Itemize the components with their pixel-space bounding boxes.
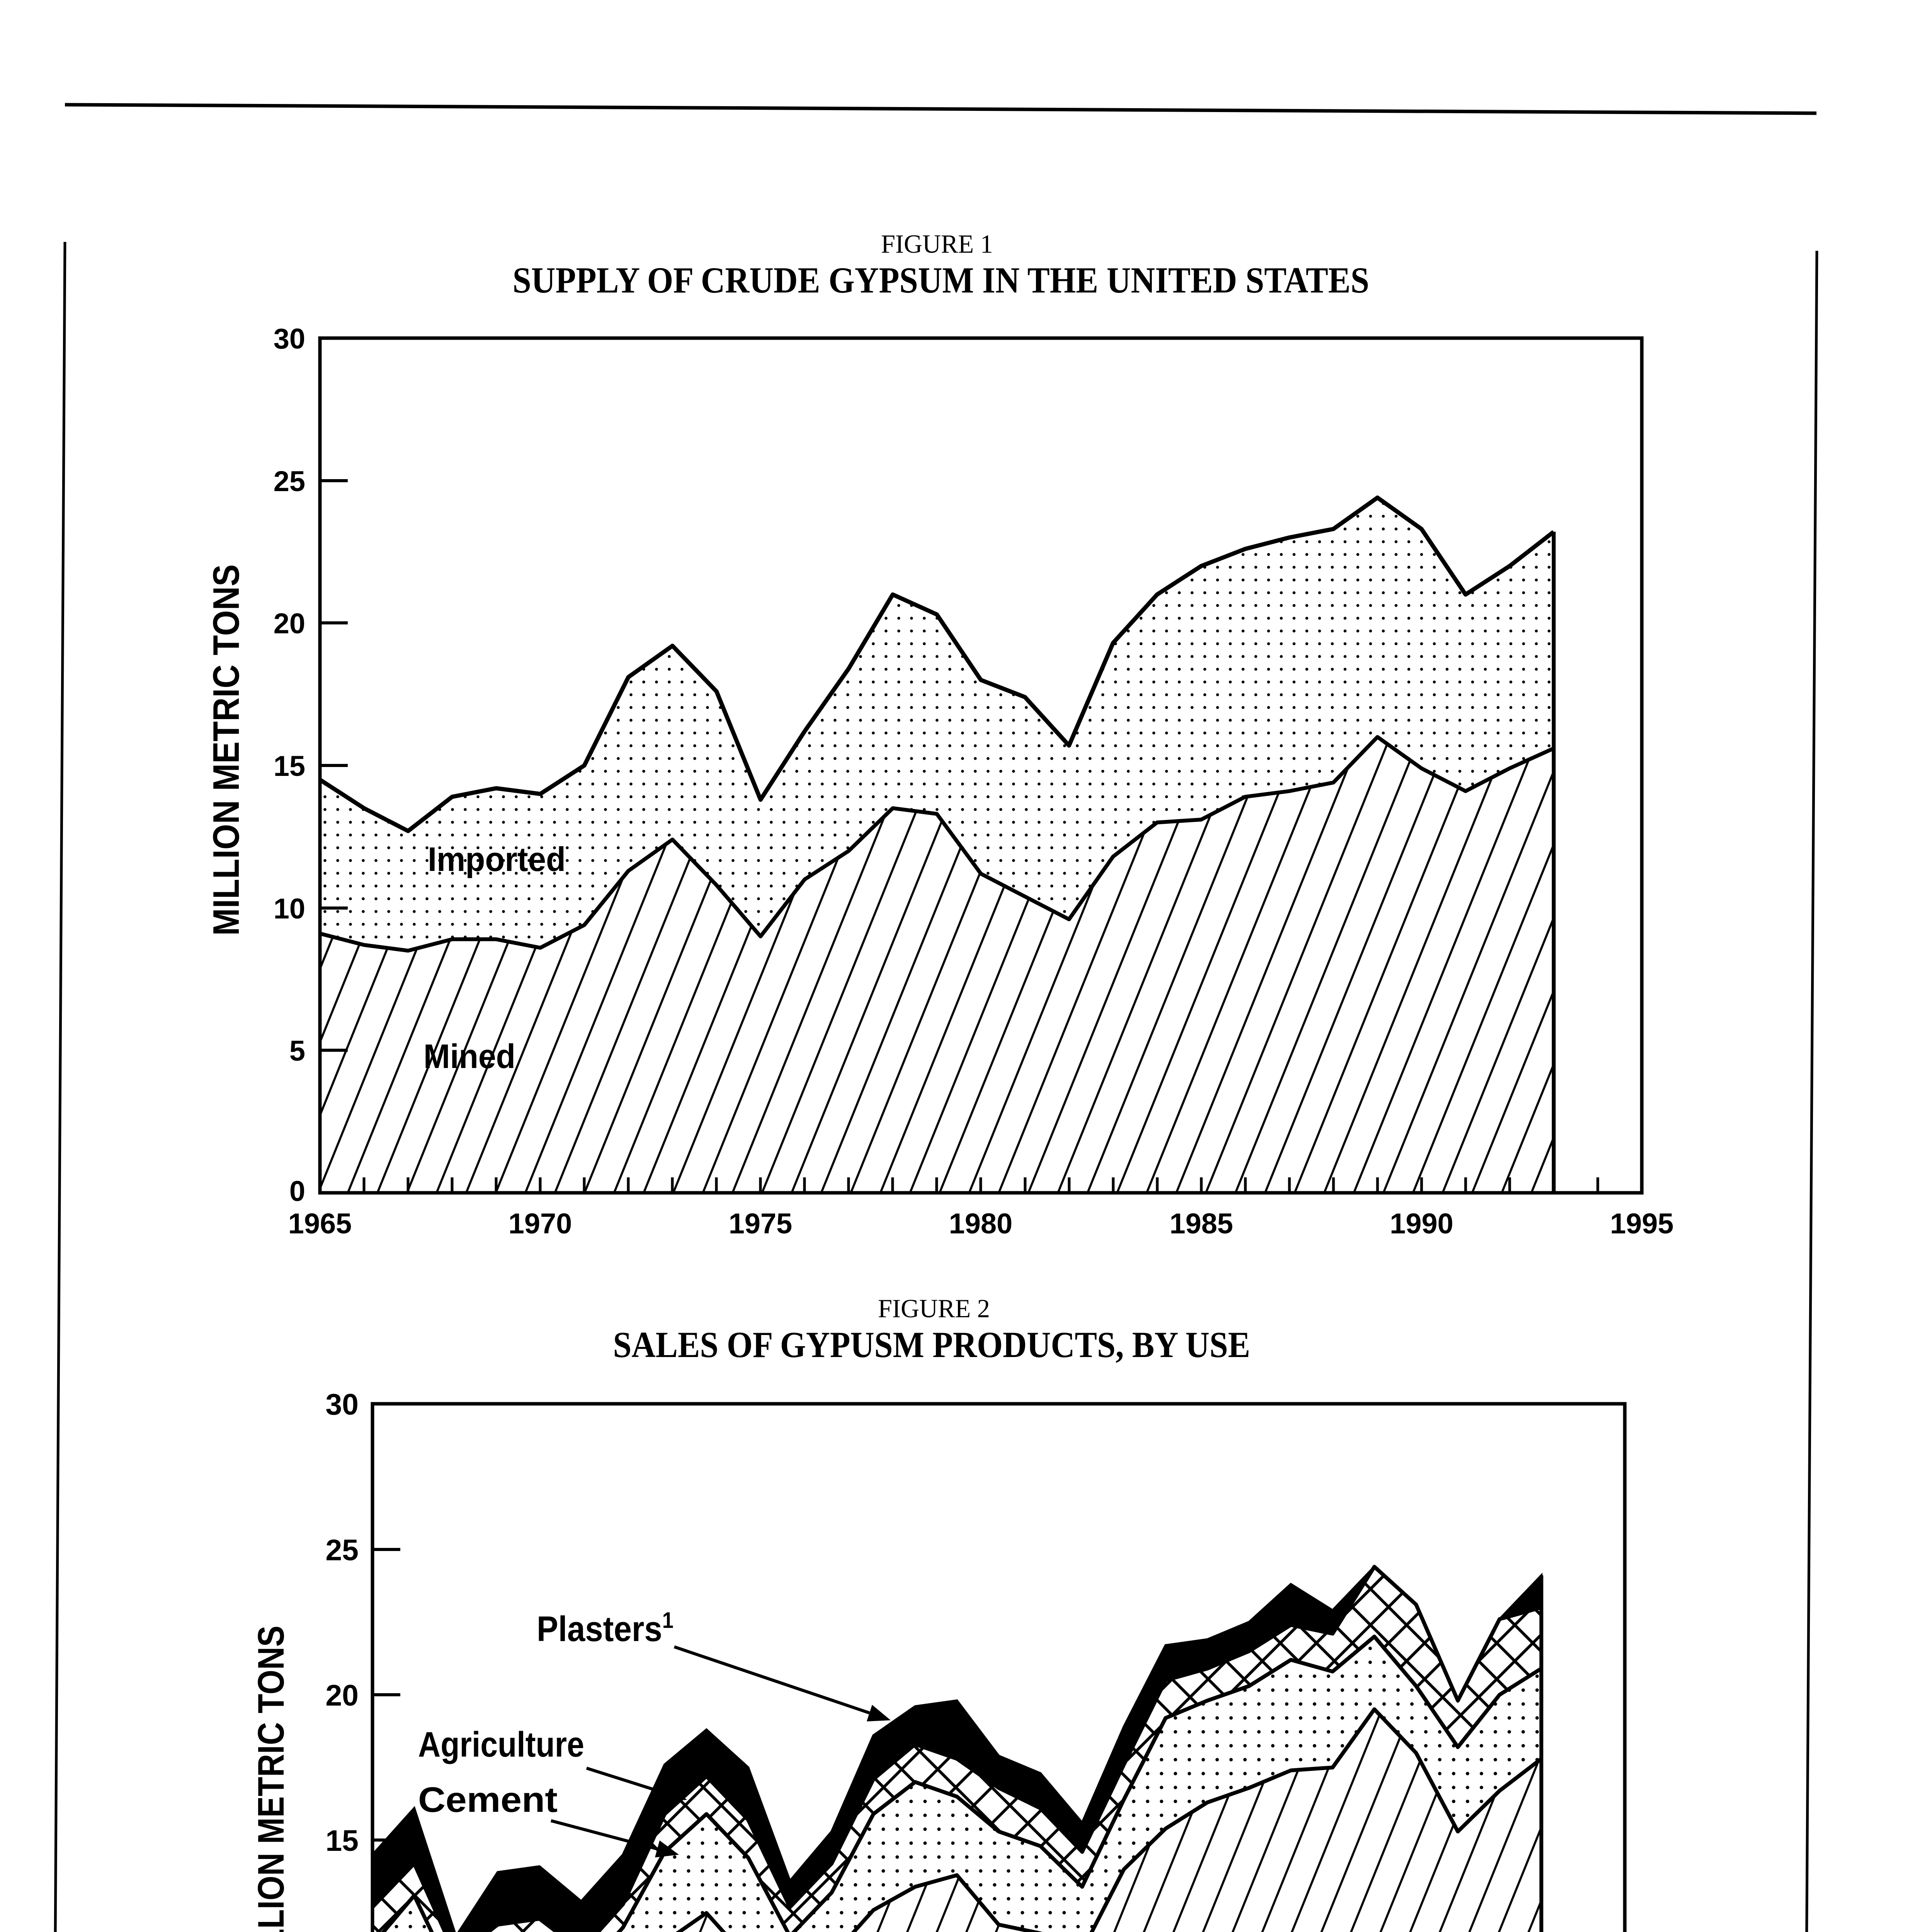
svg-text:15: 15 — [325, 1824, 359, 1857]
svg-text:Cement: Cement — [418, 1780, 558, 1820]
svg-text:Agriculture: Agriculture — [418, 1725, 584, 1764]
svg-text:15: 15 — [274, 750, 305, 782]
svg-text:SALES OF GYPUSM PRODUCTS, BY U: SALES OF GYPUSM PRODUCTS, BY USE — [613, 1324, 1250, 1365]
svg-text:0: 0 — [289, 1175, 305, 1207]
svg-text:1990: 1990 — [1390, 1208, 1454, 1240]
svg-text:1970: 1970 — [509, 1208, 572, 1240]
svg-text:25: 25 — [274, 465, 305, 497]
svg-text:SUPPLY OF CRUDE GYPSUM IN THE: SUPPLY OF CRUDE GYPSUM IN THE UNITED STA… — [513, 260, 1369, 301]
svg-text:30: 30 — [325, 1388, 359, 1421]
svg-text:Plasters1: Plasters1 — [537, 1608, 673, 1649]
svg-text:1995: 1995 — [1610, 1208, 1674, 1240]
svg-text:10: 10 — [274, 893, 305, 925]
svg-text:Imported: Imported — [428, 840, 566, 878]
svg-text:Mined: Mined — [423, 1037, 515, 1075]
svg-text:30: 30 — [274, 323, 305, 355]
svg-text:FIGURE 2: FIGURE 2 — [878, 1294, 990, 1323]
svg-text:1965: 1965 — [288, 1208, 352, 1240]
svg-text:MILLION METRIC TONS: MILLION METRIC TONS — [206, 565, 247, 936]
svg-text:1985: 1985 — [1170, 1208, 1233, 1240]
svg-text:MILLION METRIC TONS: MILLION METRIC TONS — [250, 1626, 292, 1932]
svg-text:1975: 1975 — [729, 1208, 793, 1240]
svg-text:5: 5 — [289, 1035, 305, 1067]
svg-text:1980: 1980 — [949, 1208, 1013, 1240]
svg-text:20: 20 — [325, 1679, 359, 1712]
svg-text:25: 25 — [325, 1534, 359, 1567]
svg-text:20: 20 — [274, 607, 305, 639]
svg-text:FIGURE 1: FIGURE 1 — [881, 229, 993, 259]
